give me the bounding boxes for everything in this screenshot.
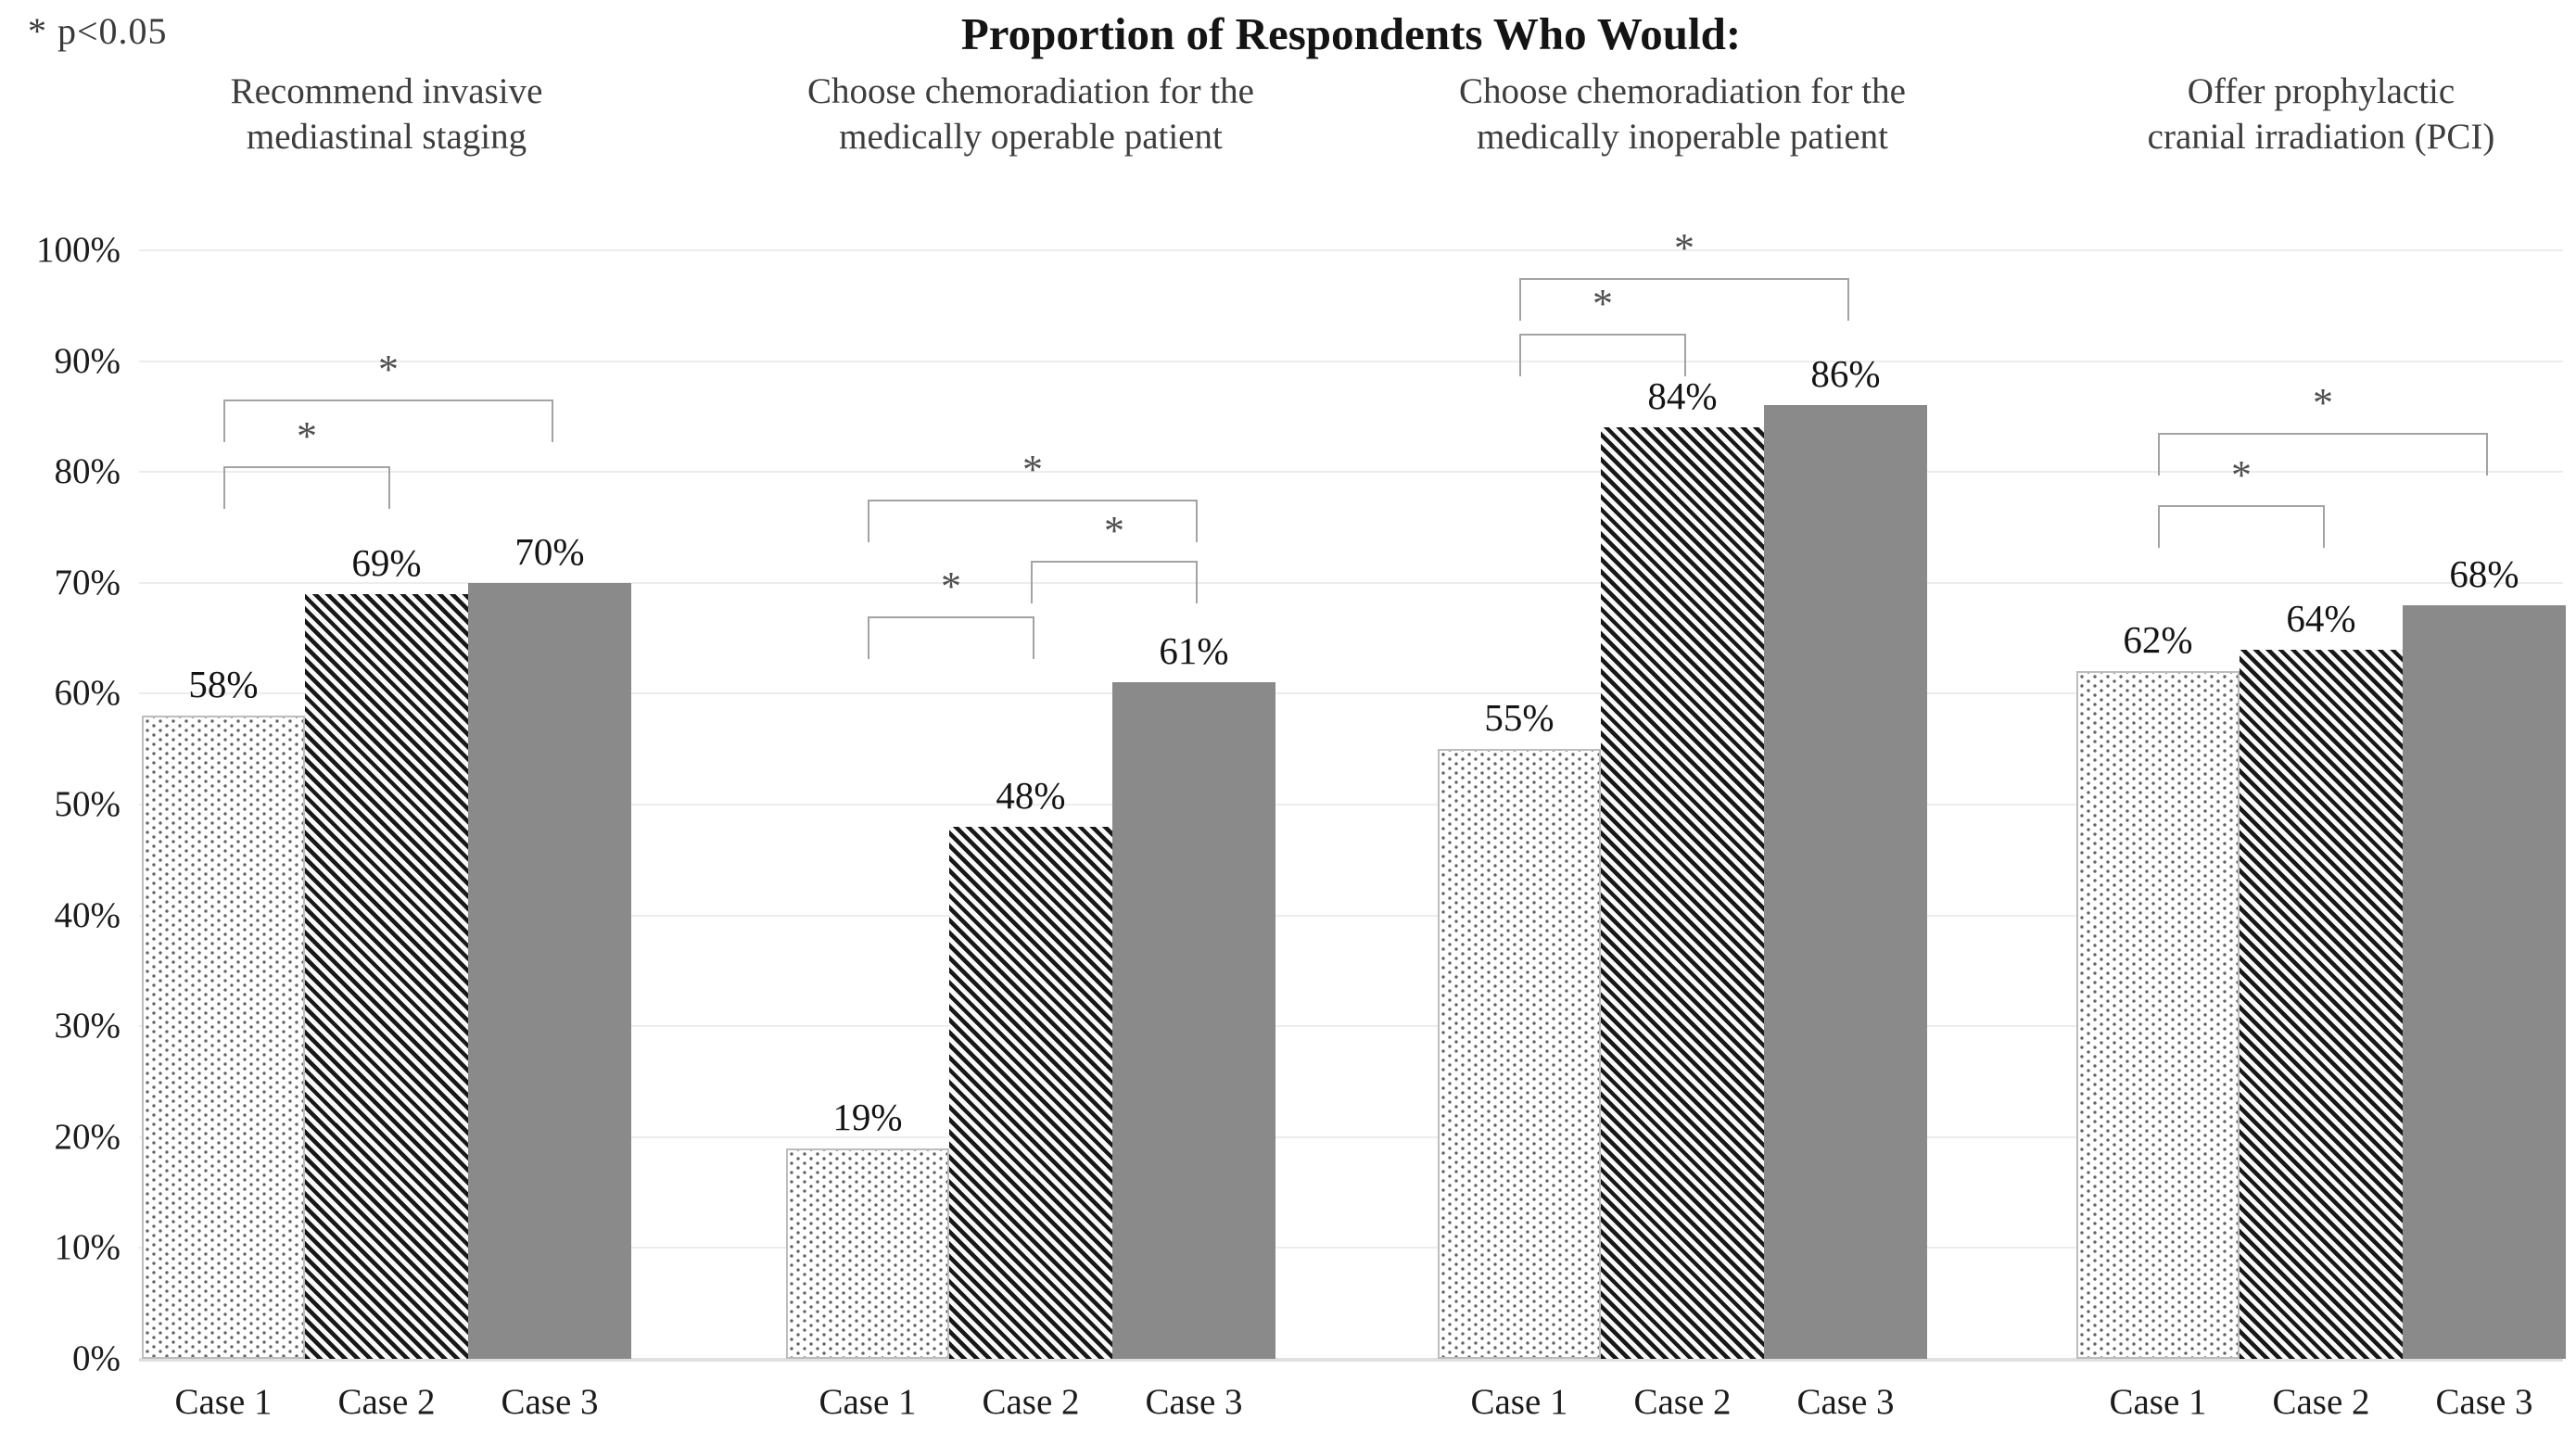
y-tick-label: 100% bbox=[36, 230, 121, 270]
x-tick-label: Case 3 bbox=[1145, 1382, 1243, 1422]
y-tick-label: 80% bbox=[54, 451, 121, 491]
gridline bbox=[139, 692, 2563, 694]
group-header-line: cranial irradiation (PCI) bbox=[2147, 117, 2495, 158]
y-tick-label: 20% bbox=[54, 1117, 121, 1157]
bar-case-2 bbox=[2240, 650, 2403, 1359]
significance-asterisk: * bbox=[2313, 380, 2333, 425]
bar-value-label: 55% bbox=[1484, 696, 1554, 739]
bar-case-3 bbox=[1764, 405, 1927, 1359]
significance-bracket: * bbox=[1519, 225, 1849, 321]
x-tick-label: Case 1 bbox=[818, 1382, 917, 1422]
significance-asterisk: * bbox=[1022, 447, 1043, 492]
y-tick-label: 30% bbox=[54, 1006, 121, 1046]
significance-asterisk: * bbox=[1593, 281, 1613, 326]
bar-value-label: 62% bbox=[2123, 618, 2193, 661]
group-header: Offer prophylactic cranial irradiation (P… bbox=[2006, 69, 2576, 159]
x-tick-label: Case 1 bbox=[1470, 1382, 1568, 1422]
significance-bracket: * bbox=[1031, 508, 1198, 603]
y-tick-label: 0% bbox=[72, 1338, 121, 1378]
bar-value-label: 19% bbox=[832, 1096, 903, 1138]
x-axis-line bbox=[139, 1358, 2563, 1362]
significance-note: * p<0.05 bbox=[28, 10, 168, 52]
chart-title: Proportion of Respondents Who Would: bbox=[960, 8, 1742, 59]
bar-case-2 bbox=[949, 827, 1112, 1359]
significance-asterisk: * bbox=[297, 413, 317, 459]
gridline bbox=[139, 804, 2563, 805]
significance-bracket: * bbox=[1519, 281, 1686, 376]
bar-value-label: 61% bbox=[1159, 629, 1229, 672]
x-tick-label: Case 2 bbox=[982, 1382, 1080, 1422]
bar-value-label: 64% bbox=[2286, 597, 2356, 640]
group-header-line: medically inoperable patient bbox=[1477, 117, 1888, 158]
significance-asterisk: * bbox=[1104, 508, 1124, 553]
gridline bbox=[139, 915, 2563, 917]
bar-value-label: 86% bbox=[1810, 352, 1881, 395]
y-tick-label: 60% bbox=[54, 673, 121, 713]
group-header: Choose chemoradiation for the medically i… bbox=[1367, 69, 1998, 159]
x-tick-label: Case 1 bbox=[2109, 1382, 2207, 1422]
group-header-line: Offer prophylactic bbox=[2187, 71, 2455, 111]
gridline bbox=[139, 1136, 2563, 1138]
gridline bbox=[139, 471, 2563, 473]
x-tick-label: Case 2 bbox=[2272, 1382, 2370, 1422]
bar-value-label: 84% bbox=[1647, 374, 1718, 417]
significance-bracket: * bbox=[2158, 380, 2488, 476]
bar-case-1 bbox=[2076, 671, 2240, 1359]
significance-asterisk: * bbox=[2231, 452, 2252, 498]
gridline bbox=[139, 361, 2563, 362]
bar-case-3 bbox=[2403, 605, 2566, 1359]
significance-bracket: * bbox=[223, 347, 553, 442]
y-tick-label: 50% bbox=[54, 784, 121, 824]
bar-value-label: 48% bbox=[996, 774, 1066, 817]
x-tick-label: Case 3 bbox=[2435, 1382, 2533, 1422]
bar-case-1 bbox=[1438, 749, 1601, 1359]
x-tick-label: Case 3 bbox=[1796, 1382, 1895, 1422]
significance-asterisk: * bbox=[941, 564, 961, 609]
bar-value-label: 70% bbox=[514, 530, 585, 573]
gridline bbox=[139, 582, 2563, 584]
gridline bbox=[139, 249, 2563, 251]
group-header-line: medically operable patient bbox=[839, 117, 1223, 158]
significance-asterisk: * bbox=[378, 347, 399, 392]
bar-case-3 bbox=[468, 583, 631, 1359]
y-tick-label: 10% bbox=[54, 1227, 121, 1267]
x-tick-label: Case 2 bbox=[1633, 1382, 1732, 1422]
bar-case-3 bbox=[1112, 682, 1275, 1359]
x-tick-label: Case 3 bbox=[501, 1382, 599, 1422]
group-header-line: mediastinal staging bbox=[246, 117, 527, 158]
bar-value-label: 68% bbox=[2449, 552, 2519, 595]
gridline bbox=[139, 1247, 2563, 1249]
significance-bracket: * bbox=[223, 413, 390, 509]
bar-case-2 bbox=[1601, 427, 1764, 1359]
y-tick-label: 90% bbox=[54, 341, 121, 381]
bar-case-2 bbox=[305, 594, 468, 1359]
bar-value-label: 69% bbox=[351, 541, 422, 584]
significance-asterisk: * bbox=[1674, 225, 1694, 271]
group-header-line: Choose chemoradiation for the bbox=[1459, 71, 1906, 111]
bar-case-1 bbox=[786, 1148, 949, 1359]
group-header: Recommend invasive mediastinal staging bbox=[71, 69, 702, 159]
significance-bracket: * bbox=[868, 447, 1198, 542]
y-tick-label: 40% bbox=[54, 895, 121, 935]
significance-bracket: * bbox=[2158, 452, 2325, 548]
bar-case-1 bbox=[142, 716, 305, 1359]
x-tick-label: Case 2 bbox=[337, 1382, 436, 1422]
bar-value-label: 58% bbox=[188, 663, 259, 705]
gridline bbox=[139, 1025, 2563, 1027]
group-header-line: Recommend invasive bbox=[230, 71, 543, 111]
group-header: Choose chemoradiation for the medically o… bbox=[716, 69, 1346, 159]
x-tick-label: Case 1 bbox=[174, 1382, 273, 1422]
group-header-line: Choose chemoradiation for the bbox=[807, 71, 1254, 111]
y-tick-label: 70% bbox=[54, 563, 121, 602]
significance-bracket: * bbox=[868, 564, 1034, 659]
